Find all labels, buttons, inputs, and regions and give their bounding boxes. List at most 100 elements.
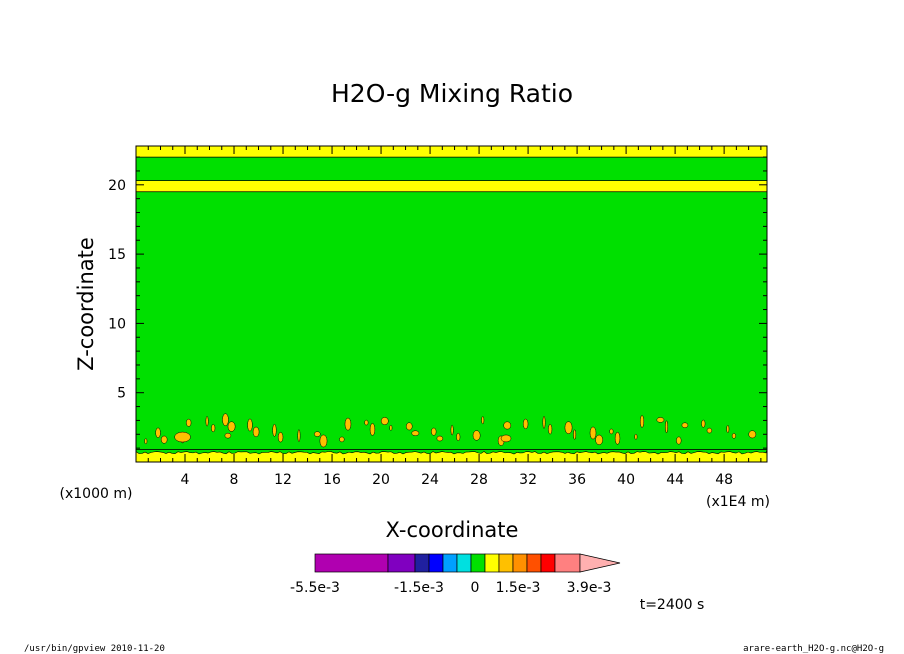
x-unit-left: (x1000 m) — [60, 486, 133, 502]
anomaly-contour — [252, 426, 260, 438]
y-axis-label: Z-coordinate — [74, 237, 98, 371]
anomaly-contour — [227, 421, 236, 432]
anomaly-contour — [314, 431, 321, 437]
x-tick-label: 32 — [519, 472, 537, 488]
x-tick-label: 48 — [715, 472, 733, 488]
colorbar-label: 0 — [471, 580, 480, 596]
anomaly-contour — [542, 416, 546, 429]
x-tick-label: 8 — [230, 472, 239, 488]
bottom-edge-contour — [135, 449, 768, 455]
anomaly-contour — [174, 431, 191, 443]
anomaly-contour — [481, 416, 485, 425]
colorbar-label: 1.5e-3 — [496, 580, 541, 596]
y-tick-label: 10 — [108, 316, 126, 332]
time-label: t=2400 s — [640, 597, 705, 613]
colorbar-box — [484, 553, 500, 573]
x-tick-label: 20 — [372, 472, 390, 488]
anomaly-contour — [681, 422, 689, 428]
anomaly-contour — [436, 435, 444, 442]
x-tick-label: 44 — [666, 472, 684, 488]
footer-left: /usr/bin/gpview 2010-11-20 — [24, 644, 165, 654]
anomaly-contour — [431, 427, 437, 436]
anomaly-contour — [609, 428, 614, 435]
chart-title: H2O-g Mixing Ratio — [331, 79, 573, 108]
anomaly-contour — [676, 436, 682, 445]
anomaly-contours — [144, 413, 757, 448]
x-tick-label: 4 — [181, 472, 190, 488]
colorbar-arrow — [579, 553, 621, 573]
anomaly-contour — [564, 421, 573, 435]
anomaly-contour — [748, 430, 757, 439]
anomaly-contour — [456, 433, 461, 441]
colorbar-box — [498, 553, 514, 573]
anomaly-contour — [224, 432, 232, 439]
anomaly-contour — [450, 424, 454, 436]
anomaly-contour — [503, 421, 512, 430]
anomaly-contour — [500, 434, 512, 443]
colorbar-box — [554, 553, 581, 573]
anomaly-contour — [656, 417, 665, 423]
y-tick-label: 20 — [108, 178, 126, 194]
anomaly-contour — [706, 427, 713, 434]
anomaly-contour — [144, 438, 148, 444]
anomaly-contour — [389, 425, 393, 431]
anomaly-contour — [160, 435, 168, 444]
colorbar-box — [512, 553, 528, 573]
anomaly-contour — [380, 417, 389, 425]
anomaly-contour — [211, 424, 216, 433]
anomaly-contour — [573, 429, 577, 440]
colorbar: -5.5e-3 -1.5e-3 0 1.5e-3 3.9e-3 — [290, 553, 621, 596]
anomaly-contour — [411, 430, 420, 436]
x-tick-label: 40 — [617, 472, 635, 488]
footer-right: arare-earth_H2O-g.nc@H2O-g — [743, 644, 884, 654]
band-3 — [136, 157, 767, 181]
colorbar-box — [314, 553, 389, 573]
band-4 — [136, 146, 767, 158]
colorbar-label: 3.9e-3 — [567, 580, 612, 596]
anomaly-contour — [222, 413, 229, 427]
anomaly-contour — [369, 423, 376, 436]
x-tick-label: 12 — [274, 472, 292, 488]
y-tick-label: 15 — [108, 247, 126, 263]
anomaly-contour — [548, 424, 553, 435]
anomaly-contour — [155, 427, 161, 438]
anomaly-contour — [297, 429, 301, 443]
anomaly-contour — [726, 425, 730, 433]
anomaly-contour — [589, 426, 597, 440]
x-unit-right: (x1E4 m) — [706, 494, 770, 510]
colorbar-box — [414, 553, 430, 573]
colorbar-label: -5.5e-3 — [290, 580, 340, 596]
anomaly-contour — [522, 418, 529, 430]
anomaly-contour — [731, 433, 736, 439]
anomaly-contour — [339, 436, 345, 443]
x-tick-label: 28 — [470, 472, 488, 488]
anomaly-contour — [665, 420, 668, 434]
anomaly-contour — [595, 434, 603, 446]
x-tick-label: 24 — [421, 472, 439, 488]
x-tick-label: 36 — [568, 472, 586, 488]
anomaly-contour — [472, 430, 481, 441]
colorbar-box — [456, 553, 472, 573]
anomaly-contour — [405, 422, 413, 431]
band-2 — [136, 180, 767, 192]
anomaly-contour — [639, 415, 645, 428]
colorbar-label: -1.5e-3 — [394, 580, 444, 596]
anomaly-contour — [186, 418, 192, 427]
y-tick-label: 5 — [117, 386, 126, 402]
band-1 — [136, 191, 767, 450]
anomaly-contour — [614, 431, 621, 445]
x-tick-label: 16 — [323, 472, 341, 488]
anomaly-contour — [319, 434, 328, 448]
plot-frame — [135, 145, 768, 463]
anomaly-contour — [272, 423, 277, 437]
anomaly-contour — [701, 419, 706, 428]
anomaly-contour — [247, 418, 253, 432]
anomaly-contour — [277, 432, 284, 443]
colorbar-box — [540, 553, 556, 573]
colorbar-box — [442, 553, 458, 573]
anomaly-contour — [634, 434, 638, 440]
colorbar-box — [428, 553, 444, 573]
anomaly-contour — [205, 416, 209, 427]
